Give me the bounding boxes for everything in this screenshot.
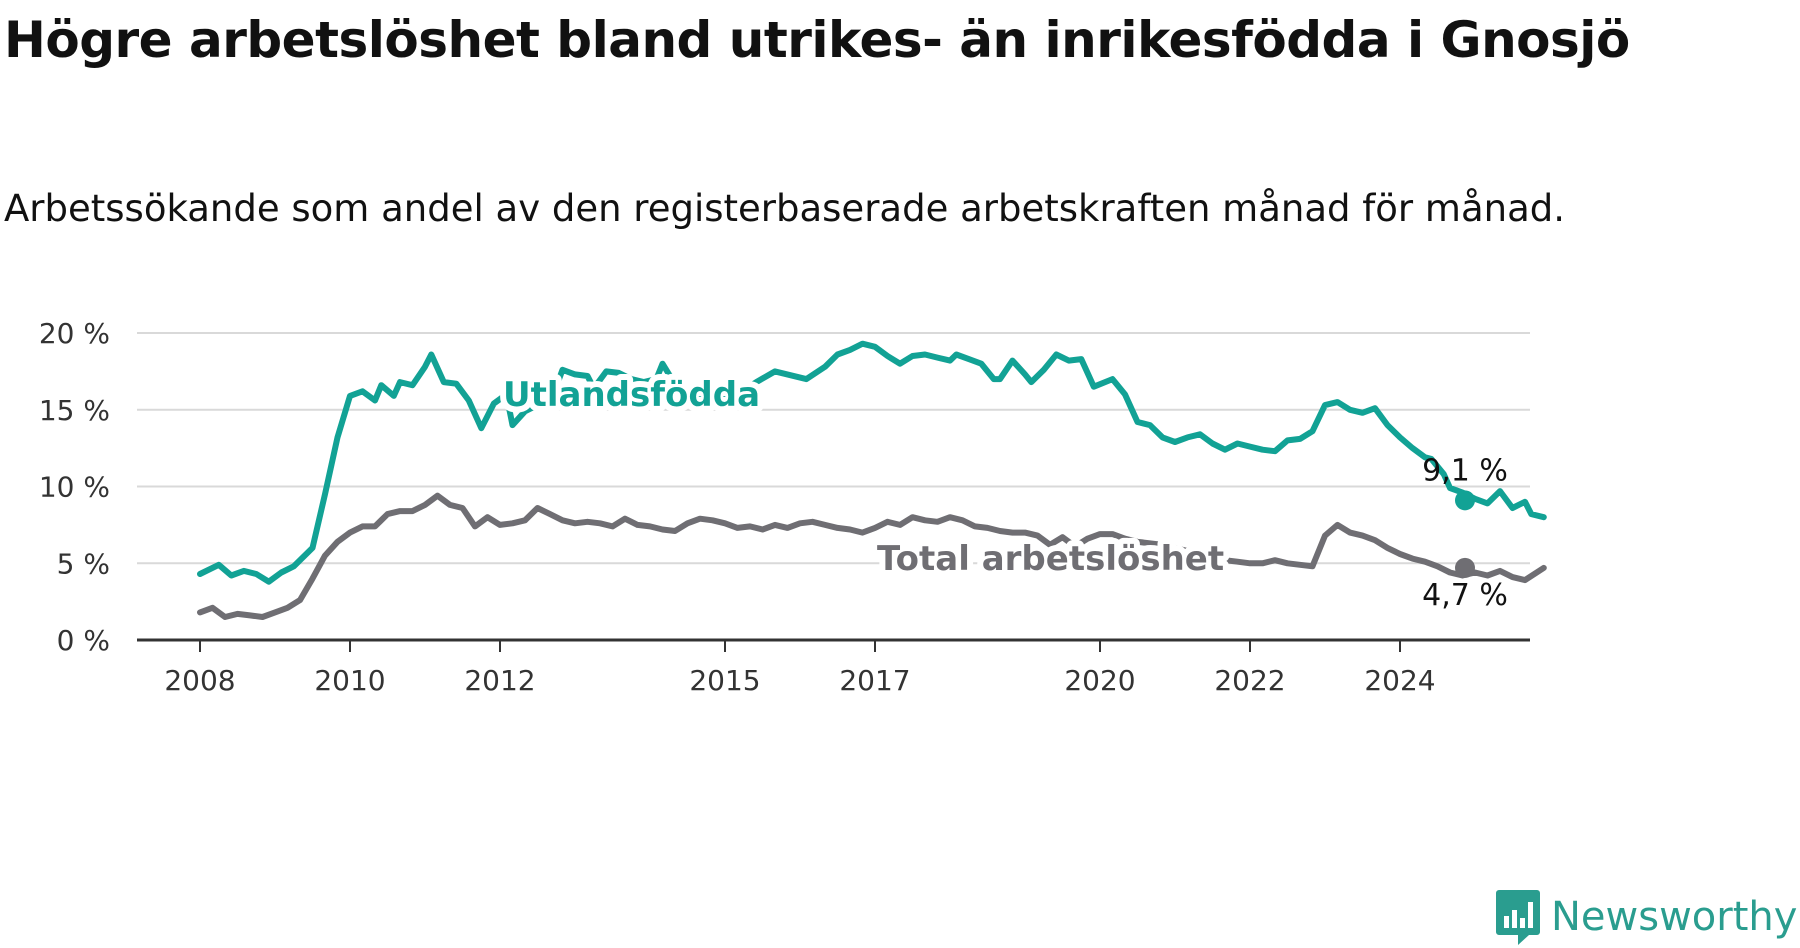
series-name-label-0: Utlandsfödda: [503, 375, 760, 415]
brand-name: Newsworthy: [1551, 894, 1798, 940]
chart-subtitle: Arbetssökande som andel av den registerb…: [4, 187, 1565, 230]
x-tick-label: 2022: [1214, 664, 1285, 697]
x-tick-label: 2024: [1364, 664, 1435, 697]
series-end-point-0: [1455, 490, 1475, 511]
y-tick-label: 10 %: [39, 471, 110, 504]
y-tick-label: 0 %: [57, 624, 110, 657]
y-tick-label: 20 %: [39, 317, 110, 350]
chart-title: Högre arbetslöshet bland utrikes- än inr…: [4, 11, 1630, 69]
series-end-label-0: 9,1 %: [1422, 453, 1508, 488]
series-lines: [197, 340, 1547, 620]
x-tick-label: 2017: [839, 664, 910, 697]
series-labels: 9,1 %4,7 %UtlandsföddaUtlandsföddaTotal …: [497, 369, 1508, 613]
x-tick-label: 2008: [164, 664, 235, 697]
series-name-label-1: Total arbetslöshet: [877, 539, 1224, 579]
x-tick-label: 2012: [464, 664, 535, 697]
line-chart: 0 %5 %10 %15 %20 % 2008 2010 2012 2015 2017 2…: [39, 317, 1547, 697]
x-tick-label: 2020: [1064, 664, 1135, 697]
series-line-1: [197, 492, 1547, 620]
brand-logo: Newsworthy: [1495, 888, 1797, 946]
newsworthy-logo-icon: [1496, 890, 1540, 945]
x-tick-label: 2010: [314, 664, 385, 697]
x-axis: 2008 2010 2012 2015 2017 2020 2022 2024: [137, 638, 1530, 697]
series-name-halo: Total arbetslöshet: [877, 539, 1224, 579]
y-tick-label: 5 %: [57, 547, 110, 580]
series-name-halo: Utlandsfödda: [503, 375, 760, 415]
series-line-0: [197, 340, 1547, 585]
y-axis-ticks: 0 % 5 % 10 % 15 % 20 %: [39, 317, 110, 657]
x-tick-label: 2015: [689, 664, 760, 697]
series-end-label-1: 4,7 %: [1422, 578, 1508, 613]
y-tick-label: 15 %: [39, 394, 110, 427]
series-end-point-1: [1455, 557, 1475, 578]
